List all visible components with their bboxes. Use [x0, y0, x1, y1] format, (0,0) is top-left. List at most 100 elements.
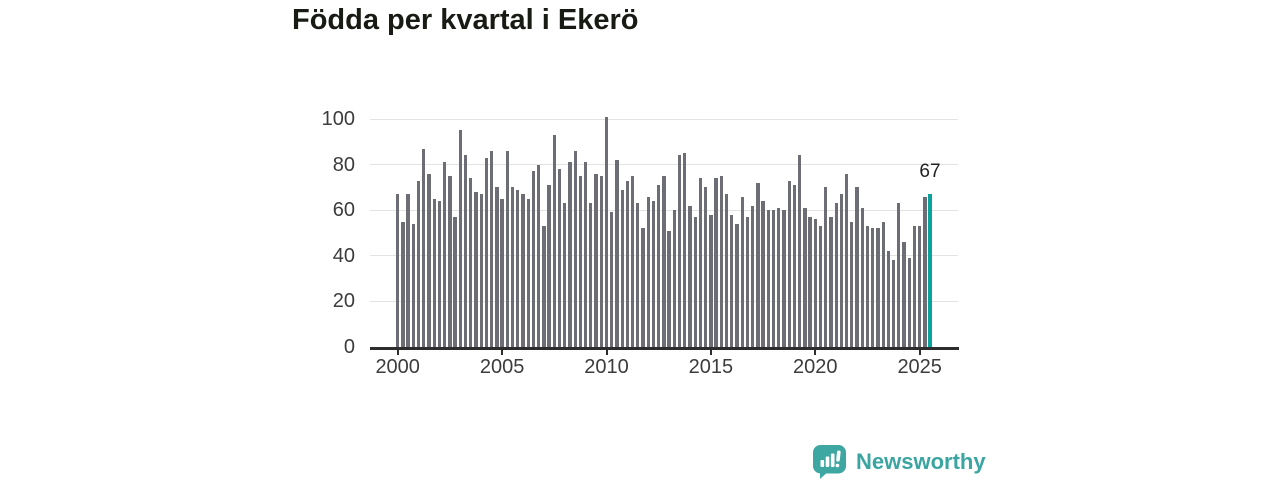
y-axis-label-20: 20 — [332, 290, 355, 313]
x-axis-label-2000: 2000 — [375, 356, 420, 378]
bar — [860, 207, 864, 347]
bar — [771, 210, 776, 347]
bar — [745, 217, 750, 347]
bar — [918, 226, 922, 347]
bar — [813, 219, 817, 347]
bar — [818, 226, 823, 347]
bar — [432, 198, 436, 347]
bar — [912, 226, 917, 347]
bar — [526, 198, 530, 347]
bar — [495, 187, 499, 347]
highlighted-bar — [928, 194, 932, 347]
gridline-y-80 — [370, 164, 958, 166]
bar — [704, 187, 708, 347]
bar — [876, 228, 880, 347]
bar — [646, 196, 650, 347]
bar — [568, 162, 572, 347]
highlight-value-label: 67 — [919, 161, 941, 182]
bar — [693, 217, 697, 347]
x-axis-tick-2010 — [605, 349, 608, 355]
bar — [401, 221, 405, 347]
bar — [521, 194, 525, 347]
bar — [740, 196, 744, 347]
bar — [683, 153, 687, 347]
bar — [714, 178, 718, 347]
bar — [505, 150, 509, 347]
bar — [865, 226, 870, 347]
bar — [709, 214, 713, 347]
bar — [396, 194, 400, 347]
bar — [797, 155, 802, 347]
bar — [834, 203, 838, 347]
bar — [557, 169, 562, 347]
bar — [803, 207, 807, 347]
bar — [599, 176, 603, 347]
bar — [688, 205, 692, 347]
bar — [563, 203, 567, 347]
x-axis-tick-2025 — [918, 349, 921, 355]
bar — [479, 194, 483, 347]
bar — [510, 187, 515, 347]
bar — [907, 258, 911, 347]
bar — [453, 217, 457, 347]
bar — [730, 214, 734, 347]
bar — [667, 230, 671, 347]
bar — [677, 155, 682, 347]
bar — [787, 180, 791, 347]
bar — [724, 194, 729, 347]
bar — [923, 196, 927, 347]
bar — [411, 223, 415, 347]
bar — [886, 251, 891, 347]
bar — [589, 203, 593, 347]
bar — [620, 189, 624, 347]
bar — [871, 228, 875, 347]
bar — [427, 173, 431, 347]
bar — [458, 130, 462, 347]
plot-area — [370, 97, 958, 347]
bar — [844, 173, 849, 347]
bar — [578, 176, 583, 347]
newsworthy-branding[interactable]: Newsworthy — [812, 444, 986, 480]
bar — [761, 201, 765, 347]
bar — [469, 178, 473, 347]
x-axis-tick-2000 — [396, 349, 399, 355]
bar — [891, 260, 896, 347]
bar — [448, 176, 452, 347]
bar — [594, 173, 598, 347]
bar — [657, 185, 661, 347]
gridline-y-100 — [370, 118, 958, 120]
bar — [897, 203, 901, 347]
x-axis-tick-2005 — [501, 349, 504, 355]
bar — [604, 116, 609, 347]
x-axis-tick-2020 — [814, 349, 817, 355]
bar — [516, 189, 520, 347]
x-axis-label-2005: 2005 — [479, 356, 525, 378]
bar — [735, 223, 739, 347]
bar — [829, 217, 833, 347]
bar — [808, 217, 812, 347]
bar — [902, 242, 906, 347]
bar — [625, 180, 630, 347]
x-axis-line — [370, 347, 959, 350]
bar — [662, 176, 666, 347]
x-axis-label-2020: 2020 — [793, 356, 838, 378]
bar — [839, 194, 844, 347]
bar — [855, 187, 859, 347]
bar — [484, 157, 489, 347]
bar — [651, 201, 656, 347]
bar — [443, 162, 447, 347]
bar — [531, 171, 536, 347]
bar — [583, 162, 588, 347]
bar — [766, 210, 770, 347]
chart-title: Födda per kvartal i Ekerö — [292, 4, 639, 36]
y-axis-label-40: 40 — [332, 244, 355, 267]
bar — [792, 185, 797, 347]
y-axis-label-80: 80 — [332, 153, 355, 176]
bar — [881, 221, 885, 347]
bar — [672, 210, 676, 347]
bar — [751, 205, 755, 347]
bar — [573, 150, 577, 347]
bar — [474, 191, 478, 347]
brand-name: Newsworthy — [856, 449, 986, 474]
